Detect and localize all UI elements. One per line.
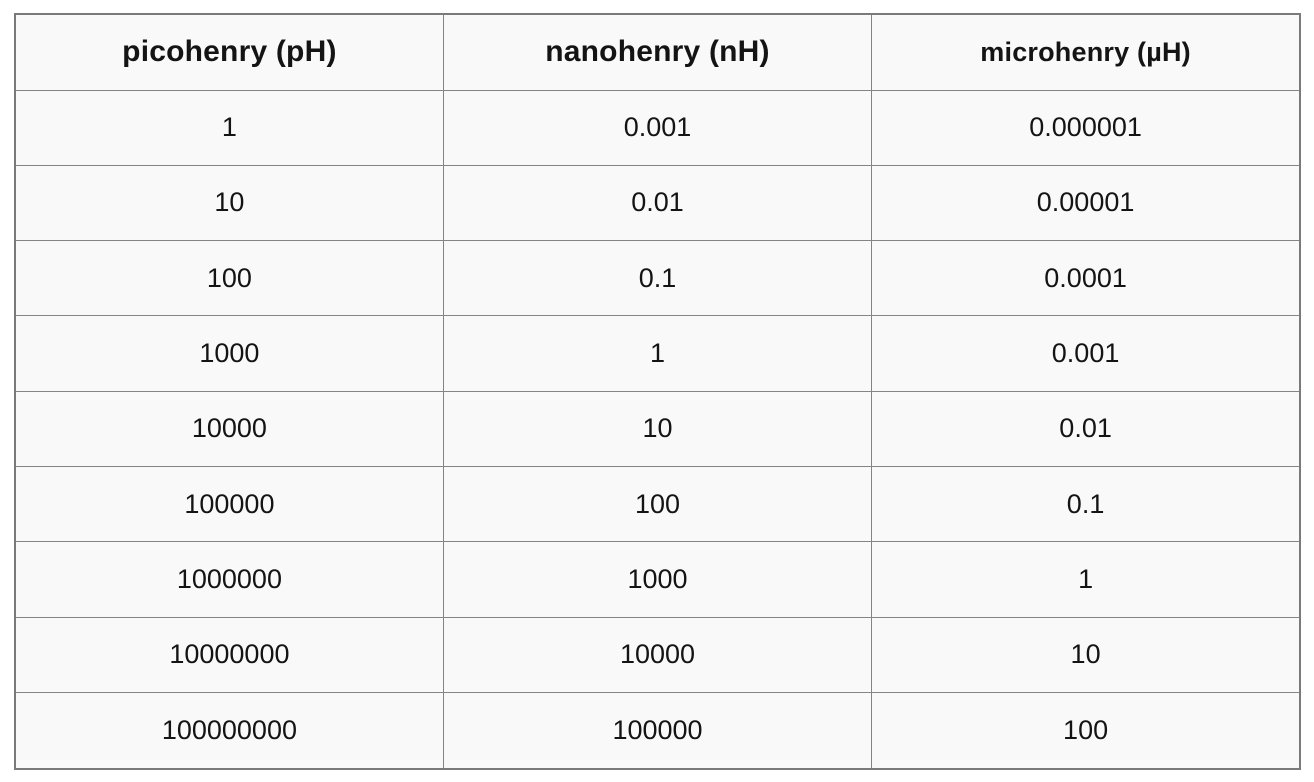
table-cell: 1 bbox=[442, 315, 873, 392]
table-cell: 0.001 bbox=[871, 315, 1301, 392]
table-cell: 10000000 bbox=[14, 616, 444, 694]
table-cell: 0.1 bbox=[442, 240, 873, 317]
unit-conversion-table: picohenry (pH) nanohenry (nH) microhenry… bbox=[14, 13, 1301, 770]
table-cell: 100000000 bbox=[14, 692, 444, 770]
table-cell: 0.01 bbox=[442, 164, 873, 242]
table-cell: 10000 bbox=[14, 390, 444, 468]
table-cell: 0.00001 bbox=[871, 164, 1301, 242]
table-row: 10 0.01 0.00001 bbox=[14, 164, 1301, 242]
table-row: 1000000 1000 1 bbox=[14, 541, 1301, 618]
table-cell: 0.001 bbox=[442, 89, 873, 166]
table-header: picohenry (pH) nanohenry (nH) microhenry… bbox=[14, 13, 1301, 91]
table-cell: 10 bbox=[14, 164, 444, 242]
table-cell: 100 bbox=[14, 240, 444, 317]
table-row: 10000 10 0.01 bbox=[14, 390, 1301, 468]
table-row: 1 0.001 0.000001 bbox=[14, 89, 1301, 166]
header-row: picohenry (pH) nanohenry (nH) microhenry… bbox=[14, 13, 1301, 91]
table-row: 100000 100 0.1 bbox=[14, 466, 1301, 543]
column-header-picohenry: picohenry (pH) bbox=[14, 13, 444, 91]
table-row: 100000000 100000 100 bbox=[14, 692, 1301, 770]
table-row: 10000000 10000 10 bbox=[14, 616, 1301, 694]
table-cell: 100000 bbox=[442, 692, 873, 770]
table-cell: 100000 bbox=[14, 466, 444, 543]
column-header-microhenry: microhenry (µH) bbox=[871, 13, 1301, 91]
table-cell: 1000 bbox=[14, 315, 444, 392]
table-cell: 0.01 bbox=[871, 390, 1301, 468]
table-cell: 100 bbox=[871, 692, 1301, 770]
table-cell: 10 bbox=[442, 390, 873, 468]
table-cell: 1000 bbox=[442, 541, 873, 618]
table-body: 1 0.001 0.000001 10 0.01 0.00001 100 0.1 0.0001 1… bbox=[14, 89, 1301, 770]
table-row: 100 0.1 0.0001 bbox=[14, 240, 1301, 317]
table-cell: 10 bbox=[871, 616, 1301, 694]
table-cell: 0.1 bbox=[871, 466, 1301, 543]
table-row: 1000 1 0.001 bbox=[14, 315, 1301, 392]
table-cell: 100 bbox=[442, 466, 873, 543]
table-cell: 0.000001 bbox=[871, 89, 1301, 166]
column-header-nanohenry: nanohenry (nH) bbox=[442, 13, 873, 91]
table-cell: 1000000 bbox=[14, 541, 444, 618]
table-cell: 0.0001 bbox=[871, 240, 1301, 317]
table-cell: 1 bbox=[871, 541, 1301, 618]
table-cell: 10000 bbox=[442, 616, 873, 694]
table-cell: 1 bbox=[14, 89, 444, 166]
